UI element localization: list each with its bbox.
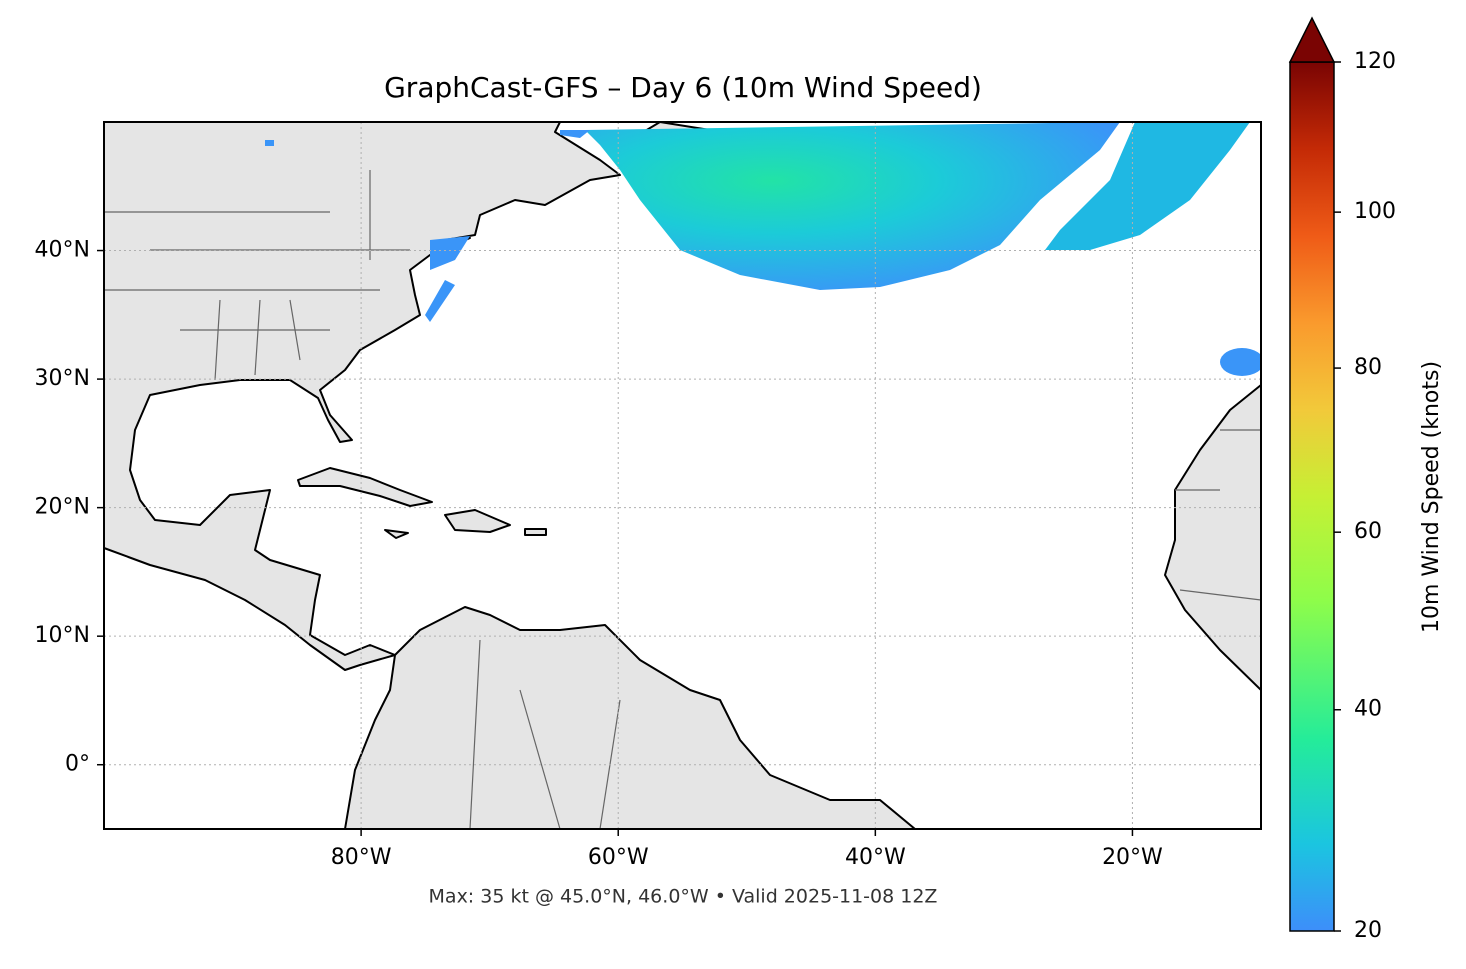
colorbar (1289, 61, 1335, 932)
jamaica (384, 529, 409, 539)
y-tick-label: 20°N (35, 495, 90, 520)
wind-field (585, 122, 1120, 290)
africa (1164, 384, 1261, 691)
x-tick-label: 20°W (1102, 845, 1163, 870)
y-tick-label: 30°N (35, 366, 90, 391)
x-tick-label: 40°W (845, 845, 906, 870)
colorbar-tick-label: 100 (1354, 199, 1396, 224)
cuba (297, 467, 433, 507)
hispaniola (444, 509, 511, 533)
puerto-rico (524, 528, 547, 536)
wind-field (1220, 348, 1261, 376)
colorbar-tick-label: 60 (1354, 519, 1382, 544)
colorbar-label: 10m Wind Speed (knots) (1419, 361, 1444, 633)
map-frame (103, 121, 1262, 830)
south-america (344, 606, 916, 829)
x-tick-label: 80°W (331, 845, 392, 870)
x-tick-label: 60°W (588, 845, 649, 870)
footnote: Max: 35 kt @ 45.0°N, 46.0°W • Valid 2025… (429, 886, 938, 908)
chart-title: GraphCast-GFS – Day 6 (10m Wind Speed) (384, 71, 982, 104)
y-tick-label: 10°N (35, 623, 90, 648)
colorbar-tick-label: 80 (1354, 355, 1382, 380)
y-tick-label: 0° (65, 752, 90, 777)
map (104, 122, 1261, 829)
wind-field (1045, 122, 1250, 250)
colorbar-extension (1288, 16, 1336, 63)
colorbar-tick-label: 20 (1354, 918, 1382, 943)
y-tick-label: 40°N (35, 238, 90, 263)
colorbar-tick-label: 40 (1354, 697, 1382, 722)
north-america (104, 122, 621, 671)
colorbar-tick-label: 120 (1354, 49, 1396, 74)
